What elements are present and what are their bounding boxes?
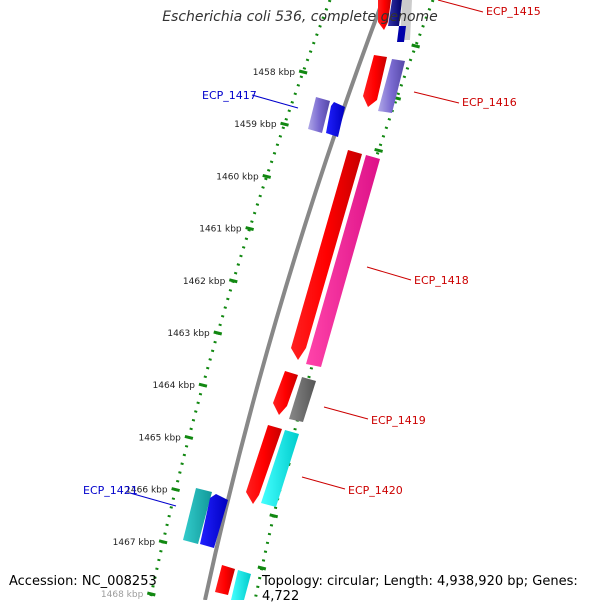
gene-ECP_1417[interactable]: ECP_1417 (202, 89, 345, 137)
kbp-tick-mark (184, 434, 194, 440)
gene-arrow (363, 55, 387, 107)
gene-ECP_1418[interactable]: ECP_1418 (291, 150, 469, 367)
kbp-tick-mark (171, 487, 180, 493)
gene-ECP_1419[interactable]: ECP_1419 (273, 371, 426, 427)
outer-tick-mark (257, 565, 267, 571)
gene-arrow (397, 26, 406, 42)
gene-arrow (289, 377, 316, 422)
gene-ECP_1421[interactable]: ECP_1421 (83, 484, 228, 548)
kbp-tick-label: 1458 kbp (253, 68, 296, 78)
inner-dotted-track (148, 0, 332, 600)
gene-leader-line (251, 94, 299, 109)
gene-arrow (215, 565, 235, 595)
gene-arrow (231, 570, 251, 600)
genome-backbone (203, 0, 385, 600)
kbp-tick-mark (146, 591, 156, 597)
gene-leader-line (366, 266, 412, 281)
gene-arrow (378, 0, 391, 30)
gene-leader-line (413, 91, 460, 104)
outer-tick-mark (374, 147, 383, 153)
kbp-tick-label: 1465 kbp (138, 433, 181, 443)
gene-arrow (291, 150, 362, 360)
gene-leader-line (323, 406, 369, 420)
gene-arrow (200, 494, 228, 548)
kbp-tick-label: 1466 kbp (125, 486, 168, 496)
gene-ECP_1415[interactable]: ECP_1415 (378, 0, 541, 42)
gene-arrow (261, 430, 299, 507)
kbp-tick-label: 1464 kbp (153, 381, 196, 391)
kbp-tick-label: 1468 kbp (101, 590, 144, 600)
gene-partial-bottom (215, 565, 251, 600)
gene-ECP_1420[interactable]: ECP_1420 (246, 425, 403, 507)
gene-arrow (378, 59, 405, 113)
kbp-tick-mark (158, 539, 168, 545)
kbp-tick-label: 1462 kbp (183, 277, 226, 287)
gene-label: ECP_1420 (348, 484, 403, 497)
kbp-tick-label: 1459 kbp (234, 120, 277, 130)
kbp-tick-mark (228, 278, 238, 284)
kbp-tick-label: 1467 kbp (113, 538, 156, 548)
gene-arrow (388, 0, 402, 26)
gene-arrow (183, 488, 212, 544)
gene-arrow (326, 102, 345, 137)
outer-tick-mark (269, 513, 279, 519)
gene-arrow (308, 97, 330, 133)
gene-label: ECP_1419 (371, 414, 426, 427)
kbp-tick-mark (280, 121, 289, 127)
gene-leader-line (301, 476, 346, 490)
gene-leader-line (437, 0, 484, 13)
accession-text: Accession: NC_008253 (9, 574, 157, 589)
kbp-tick-mark (245, 226, 254, 232)
gene-arrow (273, 371, 298, 415)
gene-leader-line (129, 492, 177, 507)
gene-label: ECP_1416 (462, 96, 517, 109)
outer-tick-mark (411, 43, 421, 49)
tick-layer: 1458 kbp 1459 kbp 1460 kbp 1461 kbp 1462 kbp… (101, 43, 421, 600)
gene-label: ECP_1415 (486, 5, 541, 18)
gene-label: ECP_1418 (414, 274, 469, 287)
gene-arrow (306, 155, 380, 367)
kbp-tick-mark (262, 173, 272, 179)
kbp-tick-label: 1463 kbp (167, 329, 210, 339)
gene-label: ECP_1421 (83, 484, 138, 497)
gene-label: ECP_1417 (202, 89, 257, 102)
kbp-tick-mark (213, 330, 223, 336)
map-title: Escherichia coli 536, complete genome (162, 9, 438, 25)
kbp-tick-mark (198, 382, 208, 388)
kbp-tick-mark (298, 69, 308, 75)
gene-ECP_1416[interactable]: ECP_1416 (363, 55, 517, 113)
gene-arrow (246, 425, 282, 504)
kbp-tick-label: 1461 kbp (199, 225, 242, 235)
kbp-tick-label: 1460 kbp (216, 172, 259, 182)
